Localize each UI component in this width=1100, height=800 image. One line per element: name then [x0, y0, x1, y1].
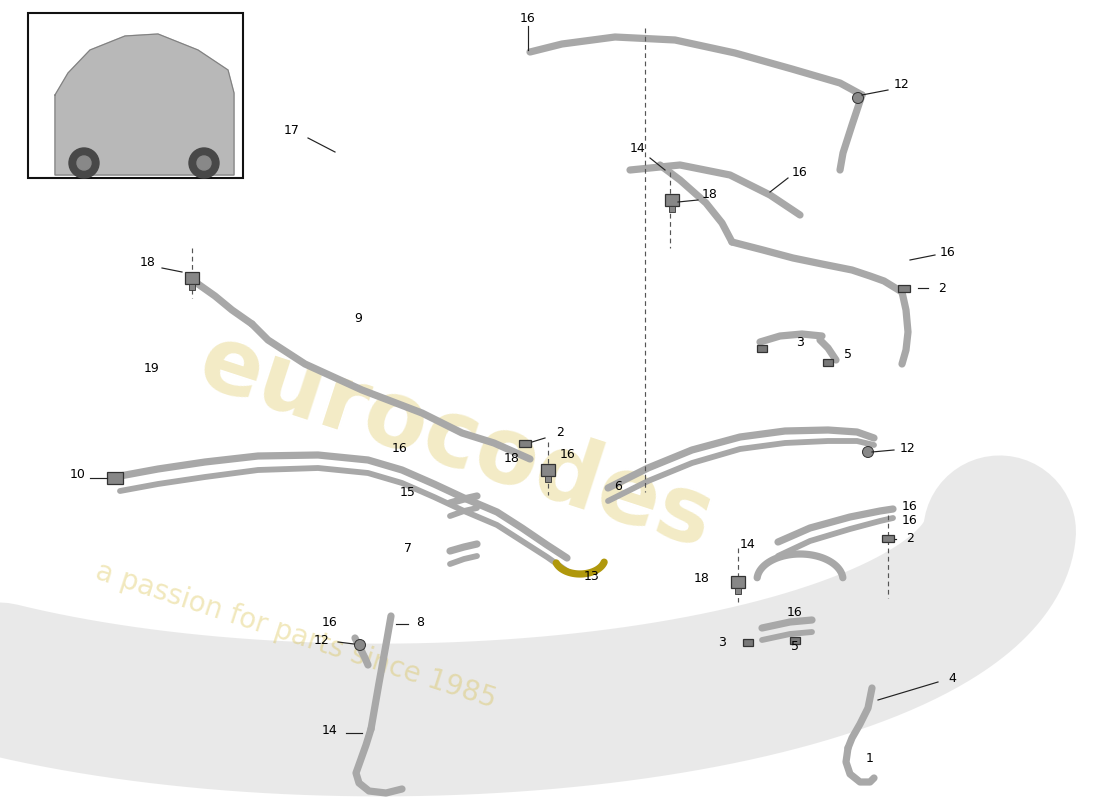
Text: 14: 14 — [322, 723, 338, 737]
Text: 18: 18 — [702, 189, 718, 202]
Text: 9: 9 — [354, 311, 362, 325]
Text: 13: 13 — [584, 570, 600, 582]
Bar — [189, 284, 195, 290]
Text: 8: 8 — [416, 615, 424, 629]
Circle shape — [354, 639, 365, 650]
Text: 2: 2 — [557, 426, 564, 438]
Text: 18: 18 — [504, 451, 520, 465]
Text: 17: 17 — [284, 123, 300, 137]
Bar — [669, 206, 675, 212]
Bar — [541, 464, 556, 476]
Text: 14: 14 — [740, 538, 756, 551]
Circle shape — [197, 156, 211, 170]
Text: 3: 3 — [796, 335, 804, 349]
Bar — [107, 472, 123, 484]
Text: 6: 6 — [614, 479, 622, 493]
Text: 16: 16 — [560, 449, 576, 462]
Text: 18: 18 — [694, 571, 710, 585]
Polygon shape — [55, 34, 234, 175]
Text: 12: 12 — [900, 442, 916, 454]
Text: 2: 2 — [906, 531, 914, 545]
Text: 16: 16 — [792, 166, 807, 178]
Text: 16: 16 — [902, 514, 917, 526]
Text: 16: 16 — [940, 246, 956, 258]
Text: a passion for parts since 1985: a passion for parts since 1985 — [92, 558, 499, 714]
Text: 10: 10 — [70, 469, 86, 482]
Circle shape — [77, 156, 91, 170]
Text: 15: 15 — [400, 486, 416, 498]
Text: 5: 5 — [844, 349, 852, 362]
Text: 5: 5 — [791, 639, 799, 653]
Bar — [882, 534, 894, 542]
Circle shape — [69, 148, 99, 178]
Bar — [742, 638, 754, 646]
Bar — [790, 637, 800, 643]
Circle shape — [852, 93, 864, 103]
Bar — [757, 345, 767, 351]
Bar — [666, 194, 679, 206]
Text: 16: 16 — [902, 499, 917, 513]
Text: 2: 2 — [938, 282, 946, 294]
Bar — [823, 358, 833, 366]
Text: 16: 16 — [788, 606, 803, 618]
Bar — [519, 439, 531, 446]
Text: 12: 12 — [894, 78, 910, 91]
Text: 18: 18 — [140, 255, 156, 269]
Circle shape — [862, 446, 873, 458]
Text: 12: 12 — [315, 634, 330, 646]
Bar — [544, 476, 551, 482]
Bar — [185, 272, 199, 284]
Text: 1: 1 — [866, 751, 873, 765]
Bar — [898, 285, 910, 291]
Bar — [732, 576, 745, 588]
Circle shape — [189, 148, 219, 178]
Text: 19: 19 — [144, 362, 159, 374]
Text: eurocodes: eurocodes — [188, 316, 725, 567]
Bar — [735, 588, 741, 594]
Text: 16: 16 — [322, 615, 338, 629]
Bar — [28, 13, 243, 178]
Text: 14: 14 — [630, 142, 646, 154]
Text: 16: 16 — [392, 442, 408, 454]
Text: 3: 3 — [718, 635, 726, 649]
Text: 16: 16 — [520, 11, 536, 25]
Text: 7: 7 — [404, 542, 412, 554]
Text: 4: 4 — [948, 671, 956, 685]
